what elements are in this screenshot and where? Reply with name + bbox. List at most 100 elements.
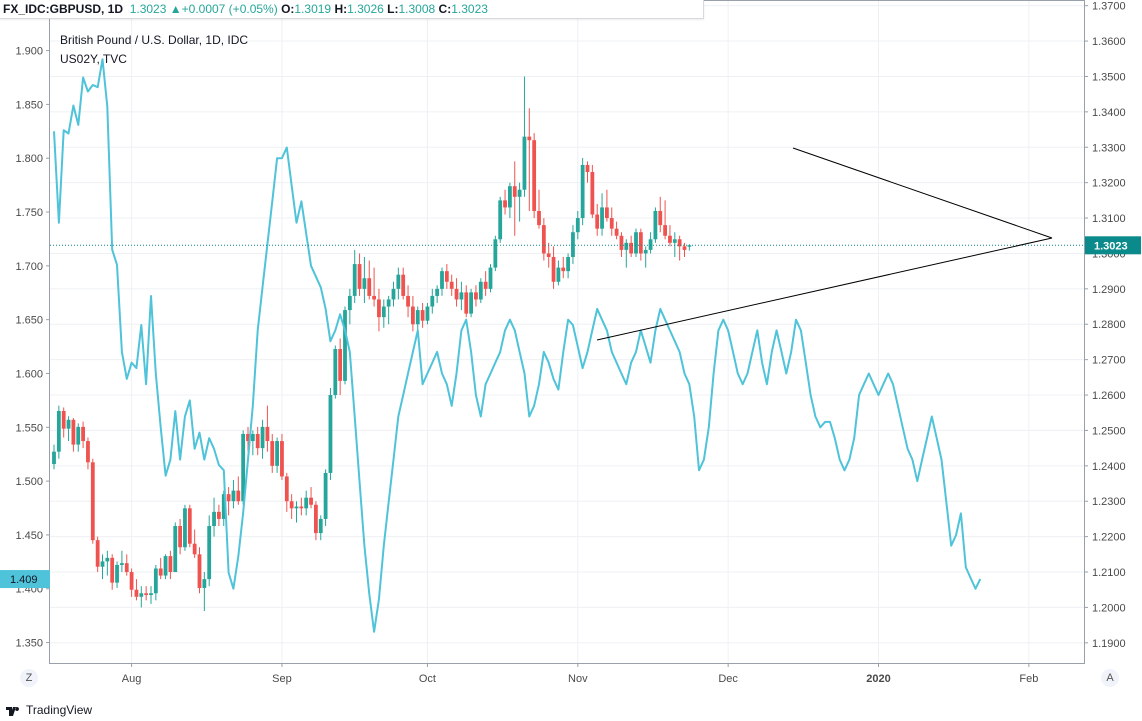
us02y-series (50, 58, 1084, 633)
candle-body (265, 426, 270, 442)
left-tick-label: 1.450 (15, 530, 43, 542)
candle-body (663, 225, 667, 236)
candle (338, 338, 343, 396)
main-series-legend[interactable]: British Pound / U.S. Dollar, 1D, IDC (60, 33, 249, 47)
candle-body (187, 508, 192, 544)
low-value: 1.3008 (398, 2, 436, 16)
candle-body (658, 210, 663, 226)
candle (600, 193, 604, 236)
brand-name[interactable]: TradingView (26, 703, 93, 717)
candle (328, 387, 333, 480)
candle-body (144, 593, 149, 596)
candle (115, 561, 119, 588)
candle (624, 239, 629, 268)
candle-body (372, 295, 376, 300)
right-tick-label: 1.2400 (1092, 461, 1126, 473)
candle-body (357, 264, 362, 289)
candle-body (134, 589, 139, 597)
candle-body (527, 136, 532, 141)
zoom-button[interactable]: Z (20, 669, 38, 687)
candle-body (280, 441, 284, 477)
footer: TradingView (6, 703, 92, 717)
candle-body (605, 207, 609, 219)
close-value: 1.3023 (451, 2, 488, 16)
candle-body (250, 433, 255, 442)
candle-body (52, 451, 56, 465)
candle-body (406, 295, 410, 307)
candle (546, 242, 551, 268)
left-tick-label: 1.350 (15, 638, 43, 650)
candle (508, 182, 512, 219)
candle-body (614, 228, 619, 236)
right-tick-label: 1.2300 (1092, 496, 1126, 508)
candle-body (508, 186, 512, 208)
candle (280, 433, 284, 480)
candle-body (522, 136, 527, 190)
candle (638, 228, 643, 261)
right-tick-label: 1.3200 (1092, 178, 1126, 190)
symbol-name[interactable]: FX_IDC:GBPUSD, 1D (3, 2, 124, 16)
candle-body (241, 433, 246, 502)
candle (86, 437, 90, 470)
candle (129, 568, 134, 597)
candle-body (226, 494, 231, 502)
candle (503, 189, 507, 215)
candle (488, 264, 493, 293)
candle (386, 295, 391, 325)
candle-body (56, 410, 61, 452)
candle (362, 256, 367, 304)
candle (512, 161, 517, 236)
last-price: 1.3023 (129, 2, 167, 16)
candle (217, 504, 221, 527)
candle (474, 285, 478, 307)
candle (493, 235, 498, 272)
candle (61, 407, 66, 438)
candle-body (236, 490, 241, 502)
candle (634, 228, 638, 257)
candle-body (634, 232, 638, 254)
candle (110, 554, 115, 590)
candle (81, 421, 85, 449)
candle (566, 253, 570, 279)
auto-scale-button[interactable]: A (1101, 669, 1119, 687)
candle-body (192, 543, 197, 555)
candle (653, 207, 658, 243)
candle-body (444, 271, 449, 282)
x-tick-label: Aug (122, 673, 142, 685)
candle-body (221, 494, 226, 519)
candle (571, 225, 575, 265)
current-price-badge (1085, 236, 1141, 255)
left-tick-label: 1.550 (15, 422, 43, 434)
candle (250, 430, 255, 456)
overlay-series-legend[interactable]: US02Y, TVC (60, 52, 127, 66)
left-tick-label: 1.900 (15, 46, 43, 58)
candle (163, 554, 168, 580)
candle (420, 303, 425, 328)
candle (183, 504, 187, 551)
candle (643, 246, 648, 268)
candle (541, 218, 546, 261)
candle (648, 232, 653, 254)
candle-body (609, 218, 614, 229)
x-tick-label: Oct (419, 673, 436, 685)
close-label: C: (438, 2, 452, 16)
candle-body (624, 242, 629, 250)
candle (352, 249, 357, 304)
left-tick-label: 1.750 (15, 207, 43, 219)
candle (149, 586, 153, 604)
candle-body (76, 426, 81, 445)
candle (309, 487, 313, 509)
candle-body (551, 256, 556, 282)
candle-body (619, 235, 624, 250)
candle-body (207, 526, 212, 580)
candle (197, 547, 202, 594)
right-tick-label: 1.3500 (1092, 71, 1126, 83)
candle-body (401, 274, 406, 296)
candle-body (212, 511, 216, 527)
candle-body (585, 164, 590, 173)
candle-body (629, 242, 634, 254)
candle-body (367, 278, 372, 296)
candle-body (153, 568, 158, 594)
us02y-line (53, 58, 982, 633)
